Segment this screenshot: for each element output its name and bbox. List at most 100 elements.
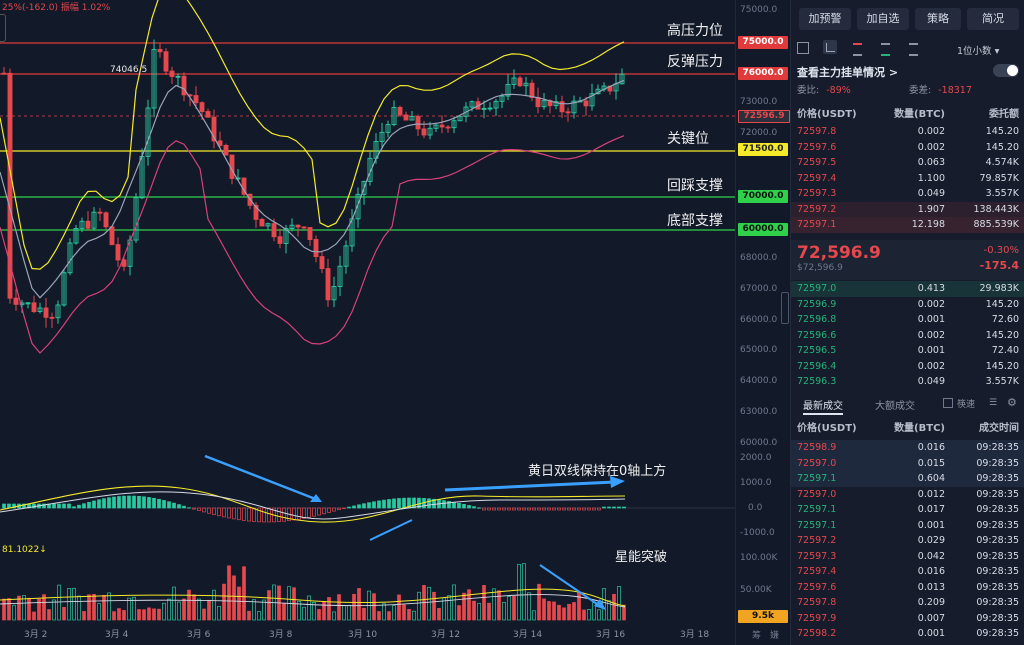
macd-bar	[472, 506, 476, 509]
candle-body	[457, 115, 463, 122]
candle-body	[205, 111, 211, 118]
book-bids-icon[interactable]	[881, 43, 890, 56]
book-asks-icon[interactable]	[853, 43, 862, 56]
bid-row: 72596.3 0.049 3.557K	[791, 374, 1024, 390]
lower-band-line	[0, 135, 625, 354]
volume-bar	[537, 583, 541, 621]
macd-bar	[177, 504, 181, 509]
strategy-button[interactable]: 策略	[915, 8, 961, 30]
quick-checkbox[interactable]	[943, 398, 953, 408]
macd-bar	[172, 502, 176, 509]
candle-body	[559, 101, 565, 113]
axis-footer-0[interactable]: 筹	[752, 631, 762, 641]
ask-price: 72597.1	[797, 219, 837, 230]
macd-tick: 1000.0	[740, 478, 772, 488]
volume-bar	[187, 589, 191, 621]
book-list-icon[interactable]	[909, 43, 918, 56]
candlestick-chart[interactable]	[0, 0, 735, 645]
diff-label: 委差:	[909, 85, 932, 96]
price-axis[interactable]: 75000.0 73000.0 72000.0 68000.0 67000.0 …	[735, 0, 791, 645]
order-book-title[interactable]: 查看主力挂单情况 >	[797, 66, 899, 79]
depth-select[interactable]: 1位小数 ▾	[957, 43, 999, 57]
volume-bar	[212, 589, 216, 621]
volume-bar	[467, 589, 471, 621]
trade-row: 72598.9 0.016 09:28:35	[791, 440, 1024, 456]
candle-body	[481, 107, 487, 110]
book-both-icon[interactable]	[797, 42, 809, 54]
macd-bar	[522, 507, 526, 511]
level-badge-1: 76000.0	[738, 67, 788, 80]
trade-row: 72597.2 0.029 09:28:35	[791, 533, 1024, 549]
price-tick: 68000.0	[740, 253, 778, 263]
axis-scroll-handle[interactable]	[781, 292, 789, 324]
candle-body	[343, 245, 349, 267]
bid-qty: 0.002	[917, 298, 945, 310]
chart-area[interactable]: 25%(-162.0) 振幅 1.02% 74046.5 高压力位 反弹压力 关…	[0, 0, 735, 645]
macd-bar	[237, 507, 241, 521]
volume-bar	[437, 608, 441, 621]
volume-bar	[472, 600, 476, 621]
macd-bar	[302, 507, 306, 519]
volume-bar	[447, 595, 451, 621]
volume-bar	[417, 591, 421, 621]
macd-bar	[602, 506, 606, 509]
candle-body	[175, 75, 181, 78]
bid-qty: 0.413	[917, 283, 945, 294]
macd-bar	[442, 500, 446, 509]
trade-price: 72597.4	[797, 566, 837, 577]
candle-body	[265, 223, 271, 227]
macd-bar	[312, 507, 316, 517]
candle-body	[589, 93, 595, 107]
candle-body	[325, 268, 331, 301]
volume-bar	[347, 604, 351, 621]
tab-large-trades[interactable]: 大额成交	[875, 401, 915, 412]
volume-tick: 50.00K	[740, 585, 772, 595]
level-badge-3: 70000.0	[738, 190, 788, 203]
volume-bar	[67, 588, 71, 621]
macd-bar	[322, 507, 326, 515]
candle-body	[421, 128, 427, 136]
order-book-toggle[interactable]	[993, 64, 1019, 77]
settings-gear-icon[interactable]: ⚙	[1007, 396, 1017, 409]
trade-price: 72598.2	[797, 628, 837, 639]
macd-bar	[277, 507, 281, 522]
chart-collapse-handle[interactable]	[0, 14, 6, 42]
candle-body	[7, 72, 13, 299]
market-panel: 加预警 加自选 策略 简况 1位小数 ▾ 查看主力挂单情况 > 委比: -89%…	[790, 0, 1024, 645]
trade-row: 72597.0 0.015 09:28:35	[791, 455, 1024, 471]
add-watchlist-button[interactable]: 加自选	[857, 8, 909, 30]
volume-bar	[257, 611, 261, 621]
candle-body	[85, 220, 91, 229]
trade-qty: 0.016	[917, 566, 945, 577]
macd-bar	[447, 501, 451, 509]
add-alert-button[interactable]: 加预警	[799, 8, 851, 30]
volume-bar	[522, 563, 526, 621]
ask-value: 145.20	[985, 126, 1019, 137]
volume-bar	[112, 611, 116, 621]
macd-bar	[282, 507, 286, 522]
trade-price: 72597.1	[797, 473, 837, 484]
filter-icon[interactable]: ☰	[989, 398, 998, 408]
macd-bar	[137, 495, 141, 509]
candle-body	[535, 97, 541, 108]
trade-row: 72597.3 0.042 09:28:35	[791, 549, 1024, 565]
tab-latest-trades[interactable]: 最新成交	[803, 397, 843, 415]
candle-body	[79, 220, 85, 229]
volume-bar	[407, 609, 411, 621]
candle-body	[337, 265, 343, 287]
trend-arrow	[369, 519, 413, 541]
candle-body	[49, 316, 55, 319]
macd-bar	[542, 507, 546, 511]
macd-bar	[127, 495, 131, 509]
overview-button[interactable]: 简况	[967, 8, 1019, 30]
trend-arrow-head	[610, 476, 625, 488]
change-abs: -175.4	[979, 259, 1019, 272]
ratio-value: -89%	[826, 85, 851, 96]
axis-footer-1[interactable]: 嫌	[770, 631, 780, 641]
book-chart-icon[interactable]	[823, 40, 837, 54]
candle-body	[367, 157, 373, 182]
candle-body	[217, 140, 223, 146]
ask-row: 72597.5 0.063 4.574K	[791, 155, 1024, 171]
macd-bar	[147, 497, 151, 509]
candle-body	[157, 48, 163, 53]
